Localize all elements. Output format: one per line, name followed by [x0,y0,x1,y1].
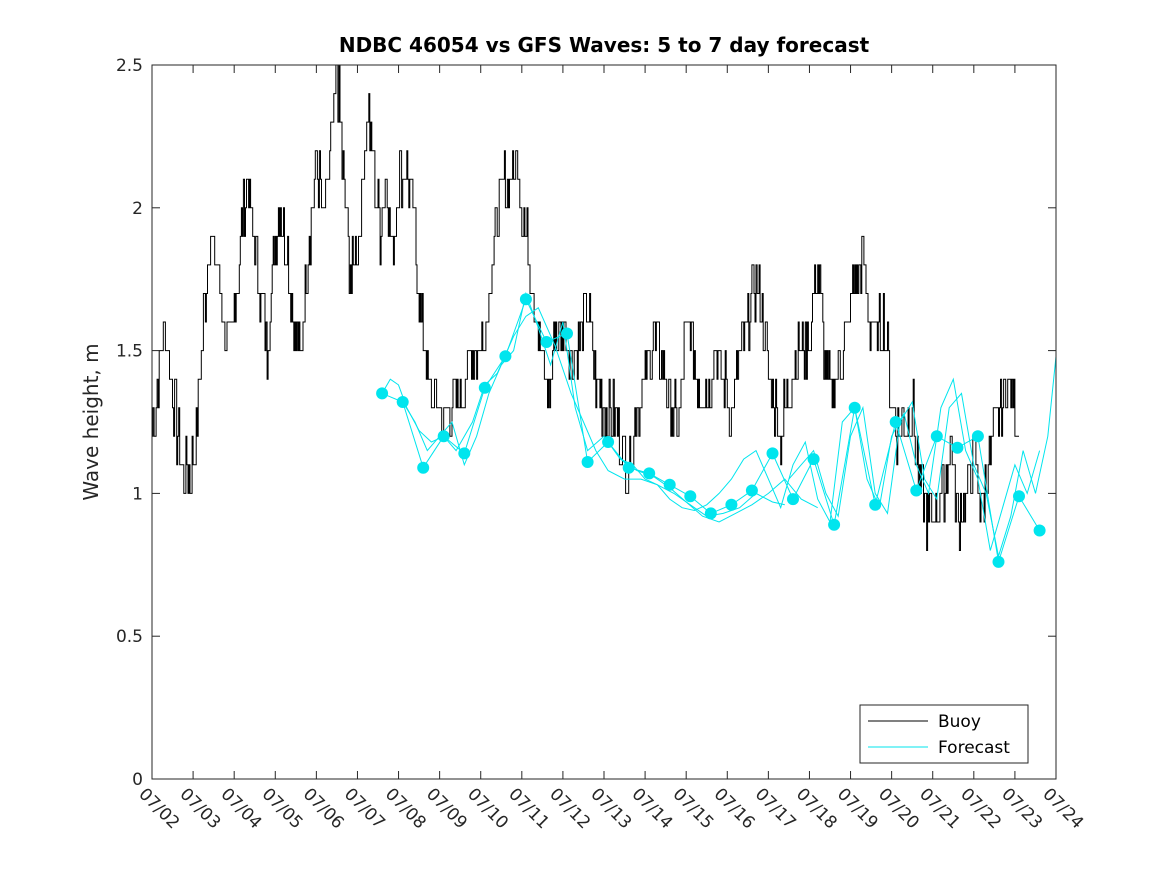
forecast-point [725,498,738,511]
forecast-member-line [607,377,1041,551]
forecast-point [848,401,861,414]
y-tick-label: 1.5 [116,342,143,362]
forecast-point [684,490,697,503]
forecast-point [787,493,799,506]
forecast-point [951,441,964,454]
forecast-point [766,447,779,460]
y-tick-label: 0 [132,770,143,790]
forecast-series [376,291,1057,568]
forecast-point [910,484,923,497]
legend: Buoy Forecast [859,704,1029,764]
forecast-point [930,430,943,443]
forecast-point [971,430,984,443]
forecast-point [1013,490,1025,503]
y-tick-label: 2 [132,199,143,219]
forecast-point [704,507,717,520]
forecast-point [622,461,635,474]
forecast-point [602,436,615,448]
forecast-point [437,430,450,443]
forecast-point [745,484,758,497]
chart-title: NDBC 46054 vs GFS Waves: 5 to 7 day fore… [339,33,870,57]
forecast-point [561,327,573,340]
forecast-point [828,518,841,531]
forecast-point [499,350,512,363]
y-tick-label: 1 [132,484,143,504]
forecast-point [643,467,656,480]
y-axis-label: Wave height, m [79,343,103,500]
forecast-point [417,461,430,474]
forecast-point [1033,524,1046,537]
forecast-point [376,387,389,400]
forecast-point [478,381,491,394]
y-tick-label: 0.5 [116,627,143,647]
forecast-point [807,453,820,466]
buoy-line [152,64,1019,551]
buoy-series [152,64,1019,551]
forecast-point [889,416,902,428]
forecast-point [519,293,532,306]
plot-area [152,65,1056,779]
forecast-point [458,447,471,460]
forecast-point [581,456,594,468]
y-tick-label: 2.5 [116,56,143,76]
forecast-point [540,336,553,348]
y-axis: 0 0.5 1 1.5 2 2.5 [116,56,1056,790]
legend-forecast-label: Forecast [938,738,1010,758]
forecast-point [396,396,409,408]
forecast-point [663,478,676,491]
legend-box [859,704,1029,764]
legend-buoy-label: Buoy [938,712,981,732]
forecast-point [992,555,1005,568]
forecast-point [869,498,882,511]
